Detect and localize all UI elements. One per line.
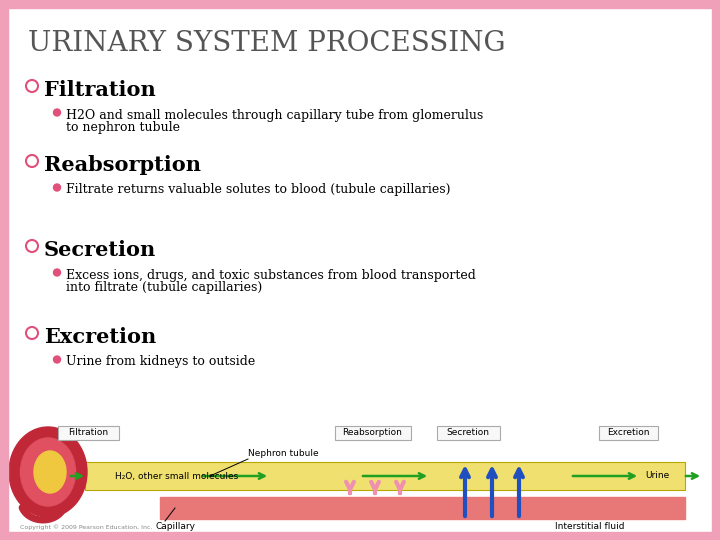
- Circle shape: [26, 240, 38, 252]
- Ellipse shape: [34, 451, 66, 493]
- Text: Secretion: Secretion: [446, 428, 490, 437]
- Circle shape: [53, 184, 60, 191]
- Circle shape: [53, 269, 60, 276]
- FancyBboxPatch shape: [335, 426, 410, 440]
- Circle shape: [26, 155, 38, 167]
- Bar: [0, 0, 720, 8]
- Text: Urine from kidneys to outside: Urine from kidneys to outside: [66, 355, 256, 368]
- Text: H2O and small molecules through capillary tube from glomerulus: H2O and small molecules through capillar…: [66, 109, 483, 122]
- Bar: [85, 462, 685, 490]
- Text: Capillary: Capillary: [155, 522, 195, 531]
- Ellipse shape: [20, 438, 76, 506]
- Text: Filtrate returns valuable solutes to blood (tubule capillaries): Filtrate returns valuable solutes to blo…: [66, 184, 451, 197]
- Text: Interstitial fluid: Interstitial fluid: [555, 522, 624, 531]
- Circle shape: [53, 109, 60, 116]
- Text: Urine: Urine: [645, 471, 670, 481]
- Ellipse shape: [9, 427, 87, 517]
- Text: into filtrate (tubule capillaries): into filtrate (tubule capillaries): [66, 281, 262, 294]
- Circle shape: [26, 80, 38, 92]
- Bar: [0, 532, 720, 540]
- FancyBboxPatch shape: [598, 426, 657, 440]
- FancyBboxPatch shape: [436, 426, 500, 440]
- Bar: [0, 0, 8, 540]
- Circle shape: [26, 327, 38, 339]
- Text: Filtration: Filtration: [44, 80, 156, 100]
- Bar: [712, 0, 720, 540]
- Text: Excretion: Excretion: [607, 428, 649, 437]
- Text: to nephron tubule: to nephron tubule: [66, 122, 180, 134]
- Circle shape: [53, 356, 60, 363]
- Text: Copyright © 2009 Pearson Education, Inc.: Copyright © 2009 Pearson Education, Inc.: [20, 524, 153, 530]
- Text: Excretion: Excretion: [44, 327, 156, 347]
- Text: H₂O, other small molecules: H₂O, other small molecules: [115, 471, 238, 481]
- Text: Reabsorption: Reabsorption: [44, 155, 201, 175]
- Bar: [18, 424, 703, 532]
- Text: URINARY SYSTEM PROCESSING: URINARY SYSTEM PROCESSING: [28, 30, 505, 57]
- Text: Nephron tubule: Nephron tubule: [248, 449, 319, 458]
- Text: Excess ions, drugs, and toxic substances from blood transported: Excess ions, drugs, and toxic substances…: [66, 268, 476, 281]
- FancyBboxPatch shape: [58, 426, 119, 440]
- Bar: [160, 497, 685, 519]
- Text: Secretion: Secretion: [44, 240, 156, 260]
- Text: Filtration: Filtration: [68, 428, 108, 437]
- Text: Reabsorption: Reabsorption: [342, 428, 402, 437]
